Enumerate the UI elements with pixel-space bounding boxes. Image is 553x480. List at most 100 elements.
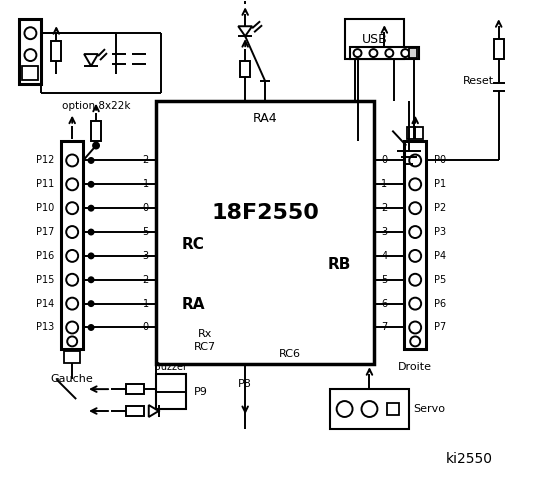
Circle shape <box>409 179 421 190</box>
Text: RA: RA <box>182 297 205 312</box>
Circle shape <box>409 322 421 334</box>
Text: 4: 4 <box>382 251 388 261</box>
Bar <box>409 48 417 58</box>
Bar <box>349 47 419 59</box>
Bar <box>240 61 250 77</box>
Text: 5: 5 <box>381 275 388 285</box>
Text: 6: 6 <box>382 299 388 309</box>
Circle shape <box>66 202 78 214</box>
Bar <box>404 141 426 349</box>
Bar <box>126 406 144 416</box>
Text: 0: 0 <box>143 203 149 213</box>
Text: RC: RC <box>182 238 205 252</box>
Bar <box>91 120 101 141</box>
Text: 1: 1 <box>143 180 149 189</box>
Text: option 8x22k: option 8x22k <box>62 101 131 111</box>
Circle shape <box>67 336 77 347</box>
Text: 2: 2 <box>143 275 149 285</box>
Text: P10: P10 <box>36 203 54 213</box>
Circle shape <box>409 202 421 214</box>
Text: RB: RB <box>328 257 351 272</box>
Text: P5: P5 <box>434 275 446 285</box>
Text: P9: P9 <box>194 386 207 396</box>
Circle shape <box>88 277 93 282</box>
Circle shape <box>88 301 93 306</box>
Text: P15: P15 <box>36 275 55 285</box>
Circle shape <box>362 401 377 417</box>
Text: Droite: Droite <box>398 362 432 372</box>
Text: Rx: Rx <box>198 329 212 339</box>
Text: RA4: RA4 <box>253 112 278 125</box>
Text: Servo: Servo <box>413 404 445 414</box>
Text: Gauche: Gauche <box>51 374 93 384</box>
Circle shape <box>88 253 93 258</box>
Bar <box>156 374 185 409</box>
Bar <box>23 66 38 80</box>
Text: Buzzer: Buzzer <box>154 362 187 372</box>
Circle shape <box>66 226 78 238</box>
Text: P3: P3 <box>434 227 446 237</box>
Text: 0: 0 <box>382 156 388 166</box>
Text: ki2550: ki2550 <box>445 452 492 466</box>
Text: 0: 0 <box>143 323 149 333</box>
Circle shape <box>409 155 421 167</box>
Circle shape <box>385 49 393 57</box>
Bar <box>330 389 409 429</box>
Circle shape <box>93 143 99 148</box>
Text: P12: P12 <box>36 156 55 166</box>
Bar <box>19 19 41 84</box>
Bar <box>387 403 399 415</box>
Text: 7: 7 <box>381 323 388 333</box>
Circle shape <box>66 179 78 190</box>
Circle shape <box>66 298 78 310</box>
Circle shape <box>88 158 93 163</box>
Text: 18F2550: 18F2550 <box>211 203 319 223</box>
Text: 1: 1 <box>143 299 149 309</box>
Circle shape <box>66 155 78 167</box>
Bar <box>345 19 404 59</box>
Text: 2: 2 <box>381 203 388 213</box>
Text: RC7: RC7 <box>194 342 216 352</box>
Polygon shape <box>238 26 252 36</box>
Text: 2: 2 <box>143 156 149 166</box>
Circle shape <box>409 274 421 286</box>
Text: P8: P8 <box>238 379 252 389</box>
Bar <box>156 101 374 364</box>
Polygon shape <box>149 405 159 417</box>
Bar <box>126 384 144 394</box>
Text: 5: 5 <box>143 227 149 237</box>
Circle shape <box>24 49 36 61</box>
Text: Reset: Reset <box>463 76 494 86</box>
Circle shape <box>24 27 36 39</box>
Bar <box>494 39 504 59</box>
Circle shape <box>66 274 78 286</box>
Bar <box>64 351 80 363</box>
Text: P4: P4 <box>434 251 446 261</box>
Circle shape <box>409 250 421 262</box>
Text: RC6: RC6 <box>279 349 301 360</box>
Text: P11: P11 <box>36 180 54 189</box>
Circle shape <box>410 336 420 347</box>
Text: P1: P1 <box>434 180 446 189</box>
Text: P6: P6 <box>434 299 446 309</box>
Circle shape <box>337 401 353 417</box>
Circle shape <box>88 325 93 330</box>
Text: 1: 1 <box>382 180 388 189</box>
Circle shape <box>66 250 78 262</box>
Text: P14: P14 <box>36 299 54 309</box>
Text: 3: 3 <box>143 251 149 261</box>
Text: P13: P13 <box>36 323 54 333</box>
Text: P2: P2 <box>434 203 446 213</box>
Bar <box>407 127 423 139</box>
Circle shape <box>88 229 93 235</box>
Bar <box>61 141 83 349</box>
Circle shape <box>409 226 421 238</box>
Circle shape <box>369 49 377 57</box>
Text: 3: 3 <box>382 227 388 237</box>
Circle shape <box>353 49 362 57</box>
Text: P7: P7 <box>434 323 446 333</box>
Text: P0: P0 <box>434 156 446 166</box>
Bar <box>51 41 61 61</box>
Circle shape <box>401 49 409 57</box>
Circle shape <box>88 182 93 187</box>
